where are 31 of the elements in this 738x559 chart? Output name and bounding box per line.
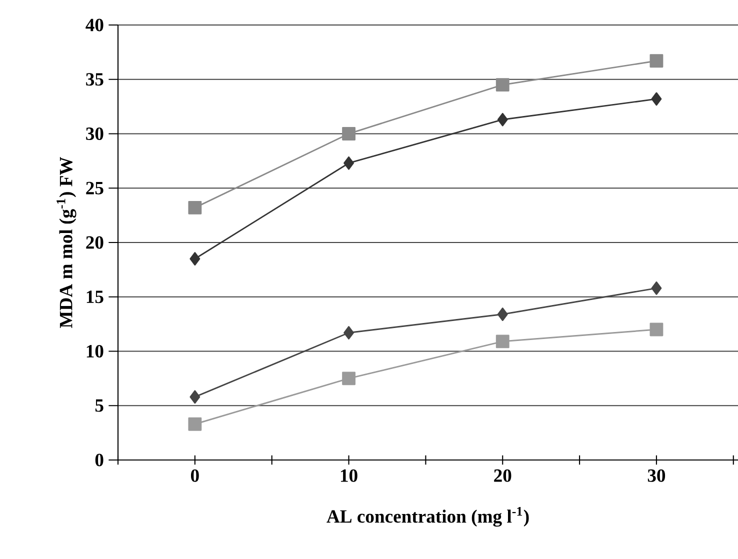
y-tick-label: 35: [86, 73, 104, 86]
point: [188, 200, 202, 214]
y-tick-label: 15: [86, 290, 104, 304]
point: [190, 252, 200, 266]
point: [342, 127, 356, 140]
point: [188, 417, 202, 431]
y-tick-label: 40: [86, 18, 104, 32]
point: [650, 54, 664, 68]
point: [344, 326, 354, 340]
point: [497, 308, 508, 321]
y-tick-label: 20: [86, 236, 104, 249]
point: [344, 156, 354, 170]
x-tick-label: 20: [494, 469, 512, 482]
y-tick-label: 25: [86, 182, 104, 194]
y-tick-label: 30: [86, 127, 104, 140]
point: [496, 78, 510, 92]
x-tick-label: 0: [190, 469, 199, 482]
x-tick-label: 30: [648, 469, 666, 482]
x-axis-title: AL concentration (mg l$^{-1}$): [326, 507, 529, 527]
y-axis-title: MDA m mol (g$^{-1}$) FW: [56, 156, 76, 328]
y-tick-label: 5: [95, 399, 104, 412]
x-tick-label: 10: [340, 469, 358, 482]
y-tick-label: 0: [95, 454, 104, 466]
point: [650, 322, 664, 336]
point: [497, 112, 508, 126]
point: [651, 281, 662, 295]
y-tick-label: 10: [86, 344, 104, 358]
point: [190, 390, 200, 404]
point: [651, 92, 662, 106]
point: [342, 372, 356, 386]
point: [496, 334, 510, 348]
